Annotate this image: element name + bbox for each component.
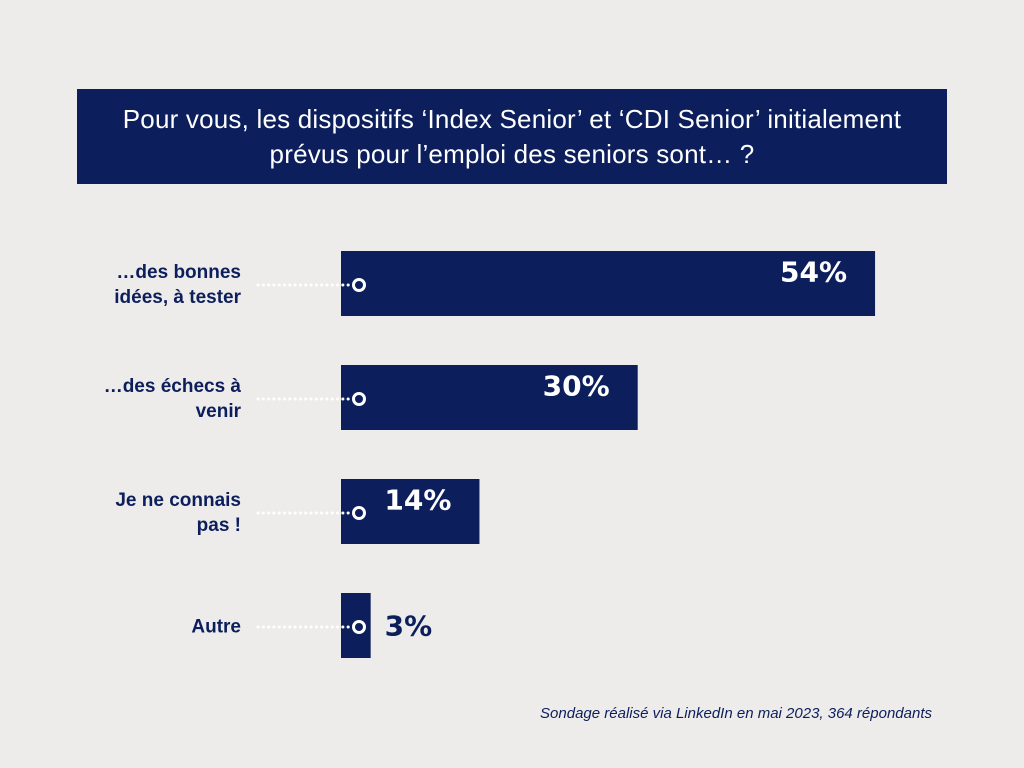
bar-marker-circle-2: [352, 392, 366, 406]
category-label-4-line-1: Autre: [191, 617, 241, 638]
chart-title: Pour vous, les dispositifs ‘Index Senior…: [122, 103, 902, 169]
value-label-3: 14%: [384, 484, 451, 517]
category-label-1-line-2: idées, à tester: [114, 287, 241, 308]
category-label-3-line-2: pas !: [197, 515, 241, 536]
value-label-1: 54%: [780, 256, 847, 289]
value-label-4: 3%: [385, 610, 433, 643]
bar-marker-circle-1: [352, 278, 366, 292]
chart-title-banner: Pour vous, les dispositifs ‘Index Senior…: [77, 89, 947, 184]
bar-1: [341, 251, 876, 316]
category-label-2-line-1: …des échecs à: [104, 376, 242, 397]
source-note: Sondage réalisé via LinkedIn en mai 2023…: [540, 705, 932, 722]
bar-2: [341, 365, 638, 430]
bar-marker-circle-4: [352, 620, 366, 634]
value-label-2: 30%: [543, 370, 610, 403]
bar-marker-circle-3: [352, 506, 366, 520]
category-label-2-line-2: venir: [196, 401, 242, 422]
category-label-1-line-1: …des bonnes: [116, 262, 241, 283]
category-label-3-line-1: Je ne connais: [115, 490, 241, 511]
